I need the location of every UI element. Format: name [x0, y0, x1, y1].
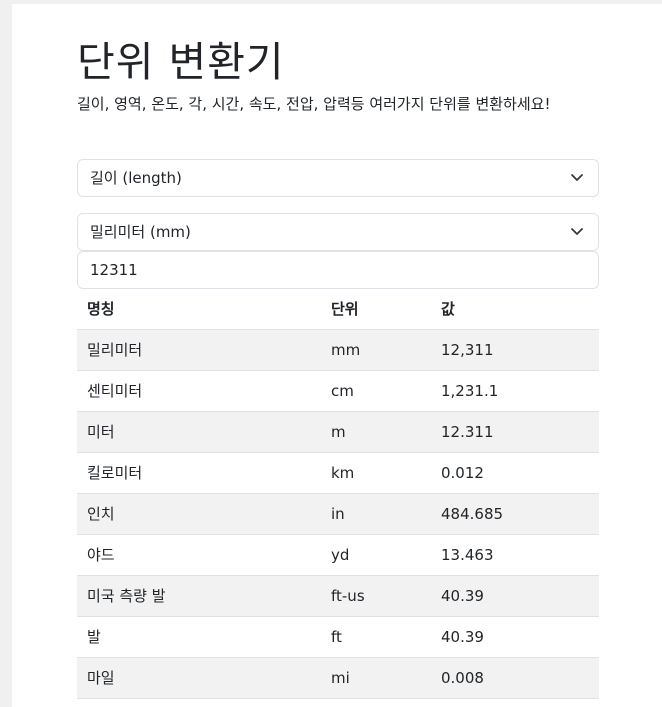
column-header-unit: 단위: [321, 288, 431, 330]
row-value: 40.39: [431, 616, 599, 658]
unit-select[interactable]: 밀리미터 (mm): [77, 213, 599, 251]
chevron-down-icon: [571, 174, 583, 181]
amount-input[interactable]: 12311: [77, 251, 599, 289]
row-name: 야드: [77, 534, 321, 576]
table-row: 미터 m 12.311: [77, 411, 599, 453]
unit-select-value: 밀리미터 (mm): [90, 223, 191, 241]
page-title: 단위 변환기: [77, 38, 285, 86]
row-unit: in: [321, 493, 431, 535]
row-unit: mi: [321, 657, 431, 699]
table-row: 미국 측량 발 ft-us 40.39: [77, 575, 599, 617]
row-unit: cm: [321, 370, 431, 412]
row-value: 13.463: [431, 534, 599, 576]
row-unit: yd: [321, 534, 431, 576]
table-row: 발 ft 40.39: [77, 616, 599, 658]
row-value: 484.685: [431, 493, 599, 535]
row-value: 40.39: [431, 575, 599, 617]
table-row: 센티미터 cm 1,231.1: [77, 370, 599, 412]
row-unit: ft: [321, 616, 431, 658]
chevron-down-icon: [571, 228, 583, 235]
table-row: 킬로미터 km 0.012: [77, 452, 599, 494]
conversion-table: 명칭 단위 값 밀리미터 mm 12,311 센티미터 cm 1,231.1 미…: [77, 288, 599, 699]
page: 단위 변환기 길이, 영역, 온도, 각, 시간, 속도, 전압, 압력등 여러…: [12, 4, 662, 707]
row-name: 마일: [77, 657, 321, 699]
row-name: 인치: [77, 493, 321, 535]
category-select-value: 길이 (length): [90, 169, 182, 187]
column-header-value: 값: [431, 288, 599, 330]
row-unit: km: [321, 452, 431, 494]
table-row: 야드 yd 13.463: [77, 534, 599, 576]
row-unit: m: [321, 411, 431, 453]
table-row: 인치 in 484.685: [77, 493, 599, 535]
row-name: 발: [77, 616, 321, 658]
row-name: 밀리미터: [77, 329, 321, 371]
row-name: 킬로미터: [77, 452, 321, 494]
table-header-row: 명칭 단위 값: [77, 288, 599, 330]
row-value: 12.311: [431, 411, 599, 453]
row-unit: mm: [321, 329, 431, 371]
row-unit: ft-us: [321, 575, 431, 617]
page-description: 길이, 영역, 온도, 각, 시간, 속도, 전압, 압력등 여러가지 단위를 …: [77, 95, 551, 113]
row-value: 1,231.1: [431, 370, 599, 412]
amount-input-value: 12311: [90, 261, 138, 279]
category-select[interactable]: 길이 (length): [77, 159, 599, 197]
column-header-name: 명칭: [77, 288, 321, 330]
row-name: 센티미터: [77, 370, 321, 412]
table-row: 마일 mi 0.008: [77, 657, 599, 699]
table-row: 밀리미터 mm 12,311: [77, 329, 599, 371]
row-name: 미터: [77, 411, 321, 453]
row-name: 미국 측량 발: [77, 575, 321, 617]
row-value: 12,311: [431, 329, 599, 371]
row-value: 0.012: [431, 452, 599, 494]
row-value: 0.008: [431, 657, 599, 699]
